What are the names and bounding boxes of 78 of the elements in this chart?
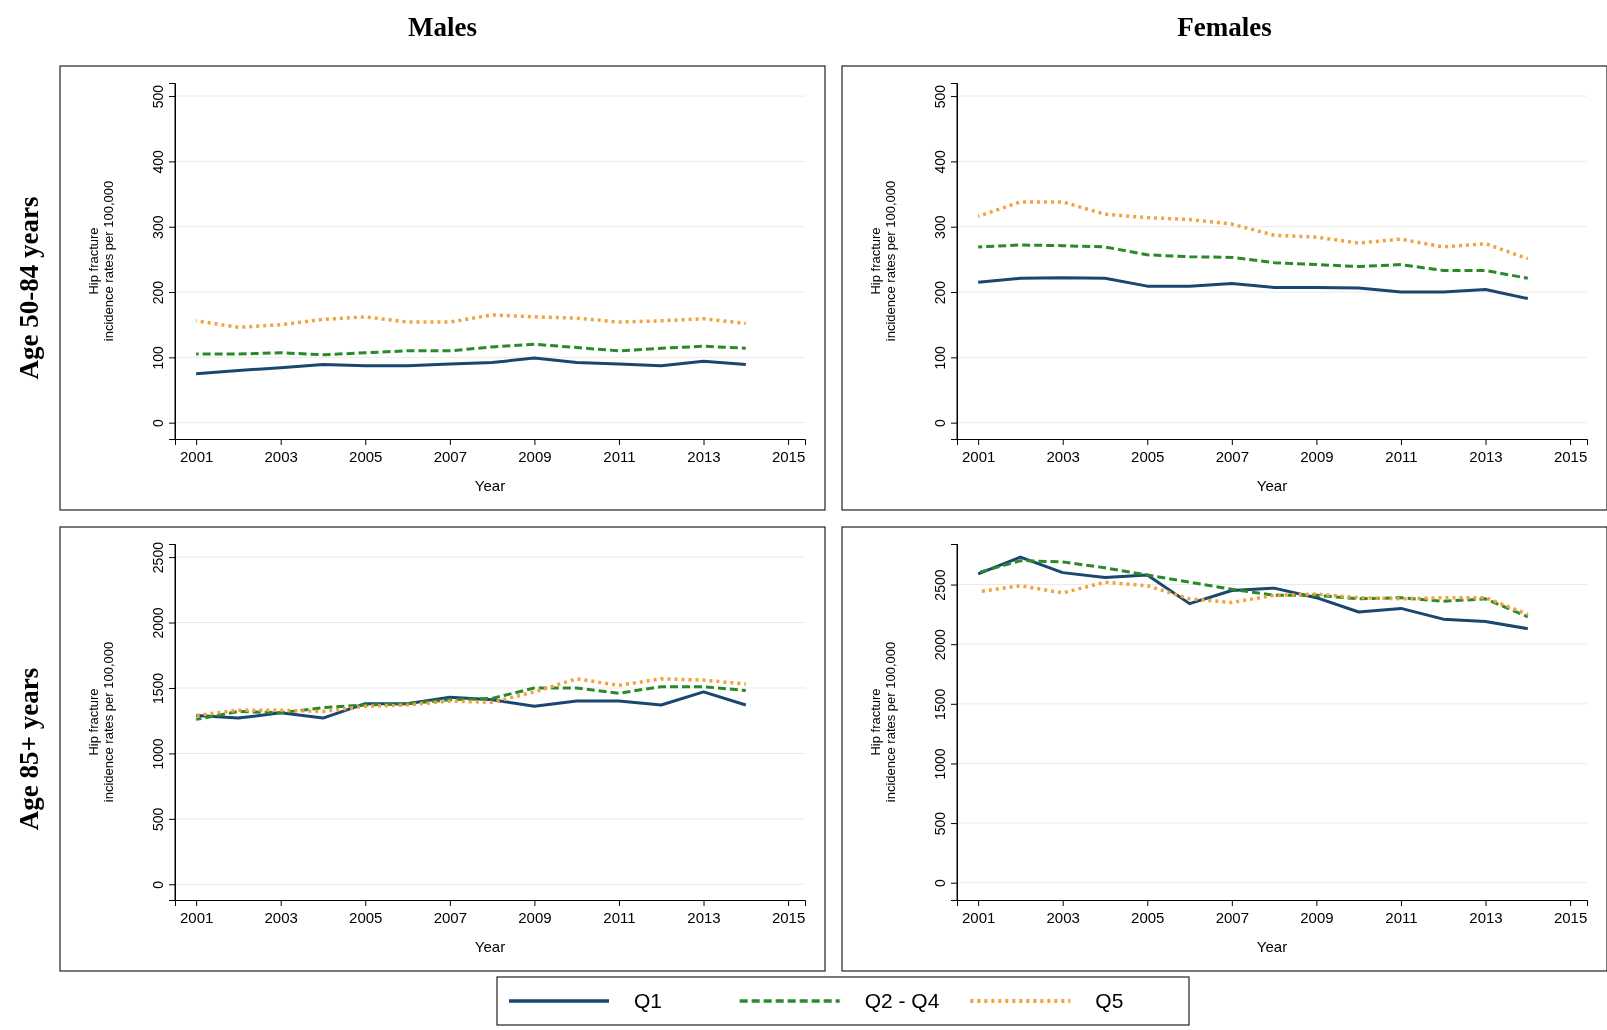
y-tick-label: 400 — [932, 149, 948, 174]
x-axis-title: Year — [474, 477, 506, 494]
x-tick-label: 2009 — [1300, 447, 1334, 465]
y-tick-label: 400 — [150, 149, 166, 174]
x-tick-label: 2009 — [518, 908, 552, 926]
x-tick-label: 2001 — [179, 447, 214, 465]
x-tick-label: 2005 — [349, 447, 383, 465]
x-tick-label: 2007 — [433, 447, 468, 465]
x-tick-label: 2003 — [1046, 908, 1080, 926]
x-tick-label: 2013 — [1469, 908, 1503, 926]
x-tick-label: 2003 — [264, 908, 298, 926]
y-tick-label: 2000 — [932, 628, 948, 661]
line-series — [194, 356, 748, 376]
y-tick-label: 500 — [932, 84, 948, 109]
x-tick-label: 2005 — [349, 908, 383, 926]
x-tick-label: 2005 — [1131, 908, 1165, 926]
line-series — [976, 200, 1530, 261]
x-axis-title: Year — [1256, 477, 1288, 494]
legend-label: Q5 — [1095, 989, 1124, 1012]
y-tick-label: 1000 — [932, 748, 948, 780]
x-tick-label: 2007 — [1215, 447, 1250, 465]
x-tick-label: 2013 — [1469, 447, 1503, 465]
x-tick-label: 2011 — [603, 908, 636, 926]
y-tick-label: 0 — [150, 419, 166, 428]
x-tick-label: 2003 — [1046, 447, 1080, 465]
y-axis-title: Hip fracture incidence rates per 100,000 — [867, 641, 898, 803]
line-series — [194, 313, 748, 330]
y-tick-label: 100 — [150, 345, 166, 370]
y-tick-label: 0 — [932, 419, 948, 428]
legend-label: Q2 - Q4 — [864, 989, 940, 1012]
x-tick-label: 2001 — [961, 447, 996, 465]
chart-title: Females — [1177, 12, 1272, 42]
x-tick-label: 2011 — [1385, 447, 1418, 465]
y-tick-label: 2500 — [150, 541, 166, 574]
x-tick-label: 2013 — [687, 908, 721, 926]
y-axis-title: Hip fracture incidence rates per 100,000 — [85, 641, 116, 803]
line-series — [976, 243, 1530, 280]
x-tick-label: 2015 — [1553, 908, 1588, 926]
x-tick-label: 2011 — [1385, 908, 1418, 926]
line-series — [194, 342, 748, 357]
y-tick-label: 200 — [150, 280, 166, 305]
x-tick-label: 2007 — [1215, 908, 1250, 926]
y-tick-label: 300 — [150, 215, 166, 239]
x-tick-label: 2015 — [771, 908, 806, 926]
x-tick-label: 2007 — [433, 908, 468, 926]
y-tick-label: 500 — [150, 84, 166, 109]
y-tick-label: 2500 — [932, 569, 948, 601]
line-series — [194, 677, 748, 718]
x-tick-label: 2015 — [1553, 447, 1588, 465]
x-tick-label: 2003 — [264, 447, 298, 465]
y-tick-label: 1000 — [150, 738, 166, 770]
x-tick-label: 2011 — [603, 447, 636, 465]
y-tick-label: 1500 — [932, 688, 948, 720]
x-axis-title: Year — [1256, 938, 1288, 955]
text: Age 85+ years — [14, 667, 44, 831]
x-tick-label: 2015 — [771, 447, 806, 465]
x-tick-label: 2009 — [1300, 908, 1334, 926]
legend-label: Q1 — [634, 989, 663, 1012]
y-tick-label: 300 — [932, 215, 948, 239]
x-tick-label: 2001 — [961, 908, 996, 926]
chart-title: Males — [408, 12, 477, 42]
x-axis-title: Year — [474, 938, 506, 955]
y-tick-label: 500 — [932, 811, 948, 836]
line-series — [976, 276, 1530, 301]
x-tick-label: 2009 — [518, 447, 552, 465]
y-tick-label: 1500 — [150, 672, 166, 705]
y-axis-title: Hip fracture incidence rates per 100,000 — [867, 180, 898, 342]
y-tick-label: 500 — [150, 807, 166, 832]
y-tick-label: 200 — [932, 280, 948, 305]
y-axis-title: Hip fracture incidence rates per 100,000 — [85, 180, 116, 342]
y-tick-label: 0 — [150, 880, 166, 889]
x-tick-label: 2001 — [179, 908, 214, 926]
y-tick-label: 2000 — [150, 607, 166, 639]
x-tick-label: 2013 — [687, 447, 721, 465]
y-tick-label: 100 — [932, 345, 948, 370]
text: Age 50-84 years — [14, 196, 44, 380]
y-tick-label: 0 — [932, 879, 948, 888]
x-tick-label: 2005 — [1131, 447, 1165, 465]
